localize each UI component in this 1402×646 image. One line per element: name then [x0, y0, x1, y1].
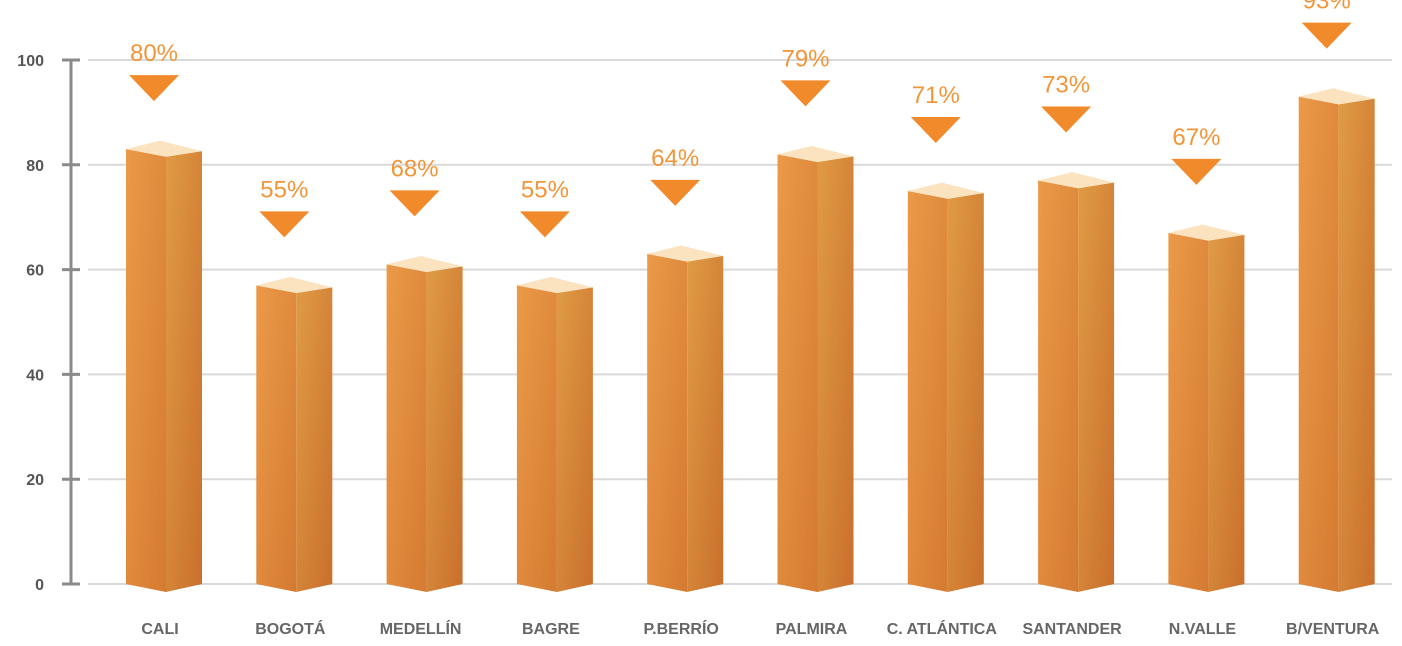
down-arrow-icon [1171, 158, 1222, 185]
down-arrow-icon [519, 211, 570, 238]
bar-side-face [817, 156, 854, 592]
bar-side-face [426, 266, 463, 592]
bar-10 [1298, 88, 1375, 593]
bar-front-face [1298, 96, 1339, 593]
data-label: 93% [1303, 0, 1351, 15]
bar-front-face [516, 285, 557, 592]
x-tick-label: MEDELLÍN [380, 619, 462, 638]
x-tick-label: C. ATLÁNTICA [887, 619, 998, 638]
bar-side-face [1078, 182, 1115, 592]
down-arrow-icon [650, 179, 701, 206]
data-label: 71% [912, 82, 960, 109]
bar-front-face [647, 253, 688, 592]
bar-top-face [256, 276, 333, 294]
data-label: 55% [521, 176, 569, 203]
data-label: 64% [651, 145, 699, 172]
bar-top-face [516, 276, 593, 294]
bar-front-face [256, 285, 297, 592]
down-arrow-icon [129, 75, 179, 102]
bar-front-face [777, 154, 818, 592]
bar-6 [777, 145, 854, 592]
bar-2 [256, 276, 333, 592]
bar-front-face [1038, 180, 1079, 592]
bar-top-face [777, 145, 854, 163]
bar-top-face [1168, 224, 1245, 241]
data-label: 55% [260, 176, 308, 203]
bars [126, 88, 1375, 593]
bar-top-face [1038, 172, 1115, 189]
y-tick-label: 0 [35, 577, 44, 594]
x-tick-label: BAGRE [522, 621, 580, 638]
x-tick-label: CALI [141, 621, 178, 638]
bar-top-face [1298, 88, 1375, 105]
y-tick-label: 80 [26, 158, 44, 175]
bar-top-face [126, 140, 202, 157]
bar-7 [907, 182, 984, 592]
y-tick-label: 20 [26, 472, 44, 489]
bar-side-face [687, 255, 724, 592]
down-arrow-icon [910, 117, 961, 143]
data-label: 68% [391, 155, 439, 182]
y-tick-label: 60 [26, 263, 44, 280]
data-label: 79% [781, 45, 829, 72]
data-label: 80% [130, 40, 178, 67]
x-tick-label: BOGOTÁ [255, 619, 326, 638]
y-axis: 0 20 40 60 80 100 [17, 53, 80, 594]
bar-front-face [386, 264, 427, 592]
bar-8 [1038, 172, 1115, 592]
bar-side-face [556, 287, 593, 592]
data-labels: 80% 55% 68% 55% 64% 79% 71% 73% 67% 93% [129, 0, 1352, 238]
bar-5 [647, 245, 724, 592]
bar-side-face [296, 287, 333, 592]
down-arrow-icon [780, 80, 831, 107]
down-arrow-icon [259, 211, 310, 238]
bar-front-face [1168, 232, 1209, 593]
x-tick-label: P.BERRÍO [644, 619, 719, 638]
x-tick-label: SANTANDER [1022, 621, 1122, 638]
y-tick-label: 40 [26, 367, 44, 384]
bar-front-face [126, 149, 166, 592]
down-arrow-icon [389, 190, 440, 217]
x-tick-label: B/VENTURA [1286, 621, 1380, 638]
bar-top-face [647, 245, 724, 262]
bar-side-face [1338, 98, 1375, 593]
x-tick-label: PALMIRA [776, 621, 848, 638]
y-tick-label: 100 [17, 53, 44, 70]
bar-front-face [907, 191, 948, 592]
data-label: 67% [1172, 124, 1220, 151]
x-axis-labels: CALI BOGOTÁ MEDELLÍN BAGRE P.BERRÍO PALMIRA C.… [141, 619, 1379, 638]
down-arrow-icon [1041, 106, 1092, 133]
data-label: 73% [1042, 72, 1090, 99]
bar-side-face [1208, 234, 1245, 593]
bar-top-face [386, 255, 463, 273]
x-tick-label: N.VALLE [1169, 621, 1237, 638]
bar-side-face [166, 151, 202, 592]
bar-top-face [907, 182, 984, 199]
bar-3 [386, 255, 463, 592]
bar-1 [126, 140, 202, 592]
bar-side-face [947, 193, 984, 592]
bar-9 [1168, 224, 1245, 593]
bar-4 [516, 276, 593, 592]
down-arrow-icon [1301, 22, 1352, 49]
